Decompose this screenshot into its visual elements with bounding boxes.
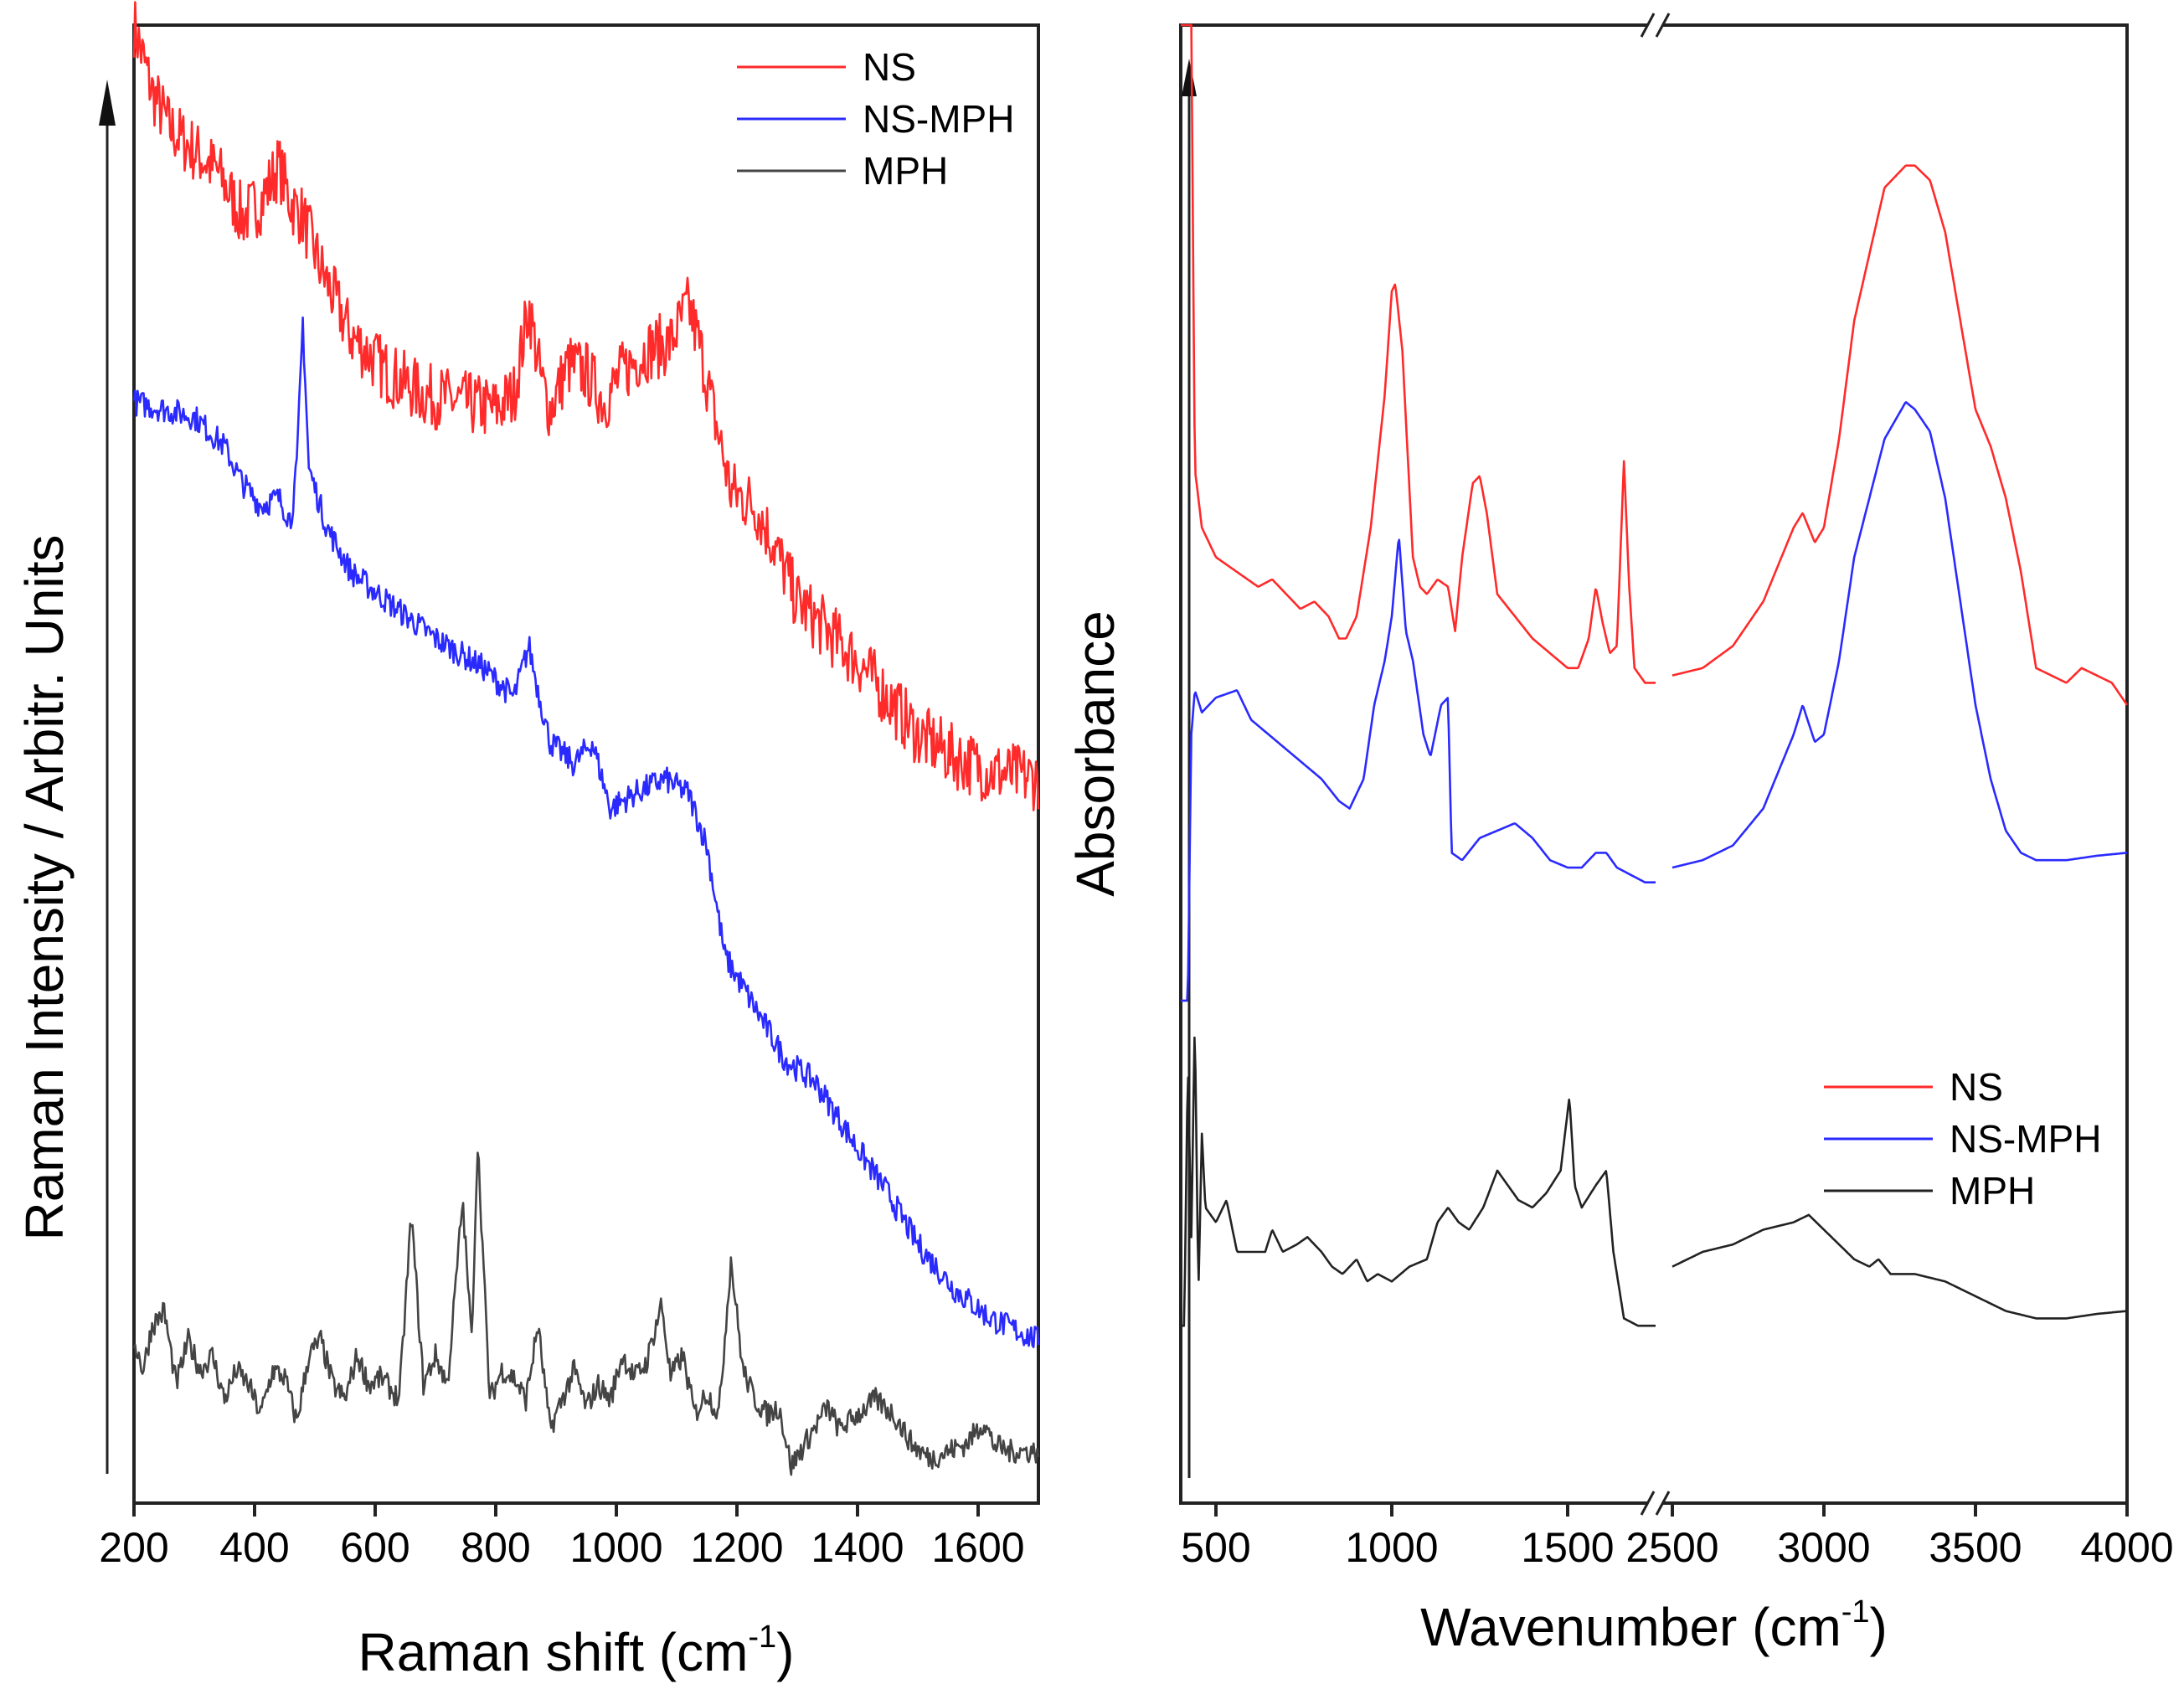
- x-tick-label: 3500: [1929, 1524, 2022, 1571]
- legend-label-mph: MPH: [863, 149, 948, 193]
- series-line-mph: [1181, 1036, 1656, 1327]
- x-tick-label: 3000: [1777, 1524, 1870, 1571]
- series-line-ns: [1671, 164, 2129, 706]
- series-line-mph: [132, 1151, 1040, 1476]
- left-traces: [132, 1, 1040, 1476]
- x-tick-label: 1500: [1521, 1524, 1614, 1571]
- series-line-ns-mph: [1181, 538, 1656, 1002]
- left-x-axis-title: Raman shift (cm-1): [358, 1620, 795, 1682]
- left-x-ticks: 200 400 600 800 1000 1200 1400 1600: [99, 1503, 1025, 1571]
- legend-label-ns-mph: NS-MPH: [1950, 1117, 2101, 1161]
- left-y-axis-title: Raman Intensity / Arbitr. Units: [14, 535, 75, 1241]
- left-legend: NS NS-MPH MPH: [737, 45, 1014, 193]
- axis-break-mark: [1655, 13, 1671, 38]
- series-line-ns: [132, 1, 1040, 811]
- axis-break-mark: [1640, 13, 1656, 38]
- series-line-mph: [1671, 1213, 2128, 1320]
- right-plot-frame: [1179, 23, 2129, 1505]
- x-tick-label: 1400: [811, 1524, 904, 1571]
- right-y-axis-title: Absorbance: [1065, 610, 1125, 897]
- x-tick-label: 1000: [1345, 1524, 1438, 1571]
- legend-label-mph: MPH: [1950, 1169, 2035, 1213]
- series-line-ns-mph: [1671, 401, 2128, 869]
- x-tick-label: 4000: [2080, 1524, 2173, 1571]
- legend-label-ns: NS: [1950, 1065, 2003, 1109]
- left-plot-frame: [132, 23, 1040, 1505]
- series-line-ns-mph: [132, 316, 1040, 1348]
- right-x-ticks: 500 1000 1500 2500 3000 3500 4000: [1181, 1503, 2174, 1571]
- axis-break-marks: [1640, 13, 1671, 1516]
- legend-label-ns-mph: NS-MPH: [863, 97, 1014, 141]
- axis-break-mark: [1640, 1491, 1656, 1516]
- right-x-axis-title: Wavenumber (cm-1): [1420, 1594, 1888, 1657]
- right-y-arrow-head: [1182, 59, 1197, 96]
- x-tick-label: 2500: [1625, 1524, 1718, 1571]
- axis-break-mark: [1655, 1491, 1671, 1516]
- x-tick-label: 500: [1181, 1524, 1250, 1571]
- right-legend: NS NS-MPH MPH: [1824, 1065, 2101, 1213]
- x-tick-label: 600: [340, 1524, 410, 1571]
- x-tick-label: 800: [461, 1524, 530, 1571]
- x-tick-label: 1600: [931, 1524, 1024, 1571]
- x-tick-label: 1200: [690, 1524, 783, 1571]
- x-tick-label: 200: [99, 1524, 168, 1571]
- right-traces: [1181, 23, 2129, 1327]
- absorbance-panel: 500 1000 1500 2500 3000 3500 4000 Wavenumber (…: [1065, 13, 2174, 1657]
- x-tick-label: 400: [219, 1524, 289, 1571]
- x-tick-label: 1000: [569, 1524, 662, 1571]
- series-line-ns: [1181, 23, 1656, 684]
- raman-panel: 200 400 600 800 1000 1200 1400 1600 Raman shift…: [14, 1, 1040, 1682]
- left-y-arrow-head: [99, 80, 116, 126]
- legend-label-ns: NS: [863, 45, 916, 89]
